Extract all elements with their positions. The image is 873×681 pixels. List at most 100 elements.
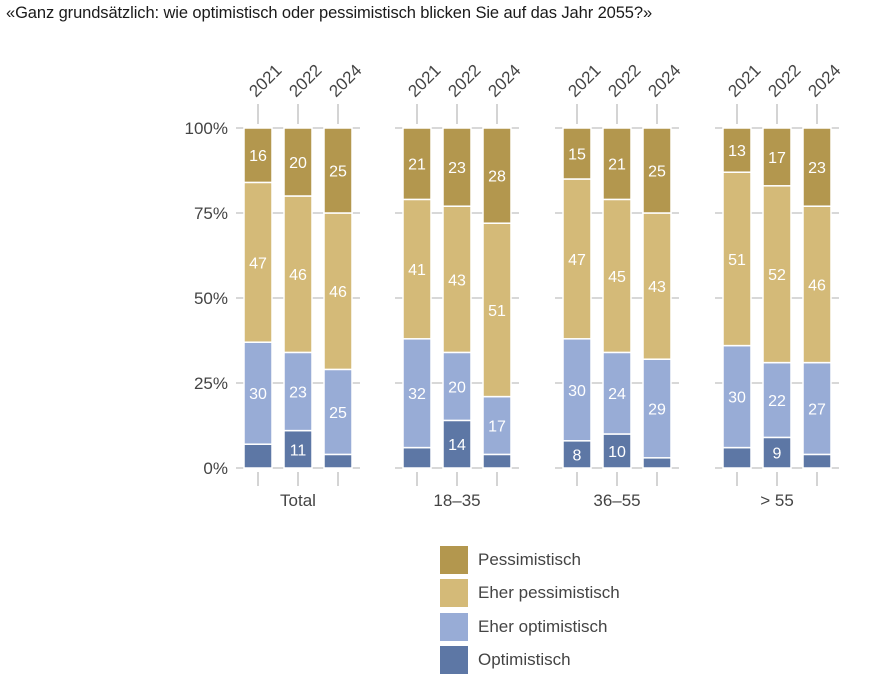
data-label: 51 (728, 252, 746, 269)
data-label: 23 (289, 385, 307, 402)
data-label: 25 (329, 164, 347, 181)
data-label: 11 (290, 442, 307, 459)
bar-segment-eher-pessimistisch (402, 198, 432, 340)
data-label: 47 (249, 255, 267, 272)
year-label: 2024 (325, 61, 365, 101)
bar-segment-pessimistisch (562, 127, 592, 180)
year-label: 2022 (764, 61, 804, 101)
chart-title: «Ganz grundsätzlich: wie optimistisch od… (6, 4, 653, 22)
year-label: 2021 (724, 61, 764, 101)
legend-label: Pessimistisch (478, 550, 581, 569)
group-label: 18–35 (433, 491, 480, 510)
year-label: 2021 (245, 61, 285, 101)
y-tick-label: 0% (203, 459, 228, 478)
legend-label: Eher optimistisch (478, 617, 608, 636)
year-label: 2024 (644, 61, 684, 101)
data-label: 23 (808, 160, 826, 177)
bar-segment-optimistisch (722, 446, 752, 469)
bar-segment-pessimistisch (602, 127, 632, 201)
y-tick-label: 75% (194, 204, 228, 223)
data-label: 30 (249, 386, 267, 403)
bar-segment-pessimistisch (642, 127, 672, 214)
data-label: 24 (608, 386, 626, 403)
data-label: 28 (488, 169, 506, 186)
bar-segment-optimistisch (802, 453, 832, 469)
bar-segment-optimistisch (402, 446, 432, 469)
data-label: 52 (768, 267, 786, 284)
year-label: 2022 (444, 61, 484, 101)
bar-segment-eher-optimistisch (402, 338, 432, 449)
data-label: 10 (608, 444, 626, 461)
data-label: 25 (329, 405, 347, 422)
bar-segment-eher-optimistisch (323, 368, 353, 456)
bar-segment-eher-optimistisch (243, 341, 273, 445)
bar-segment-pessimistisch (722, 127, 752, 173)
bars: 30 47 16 11 23 46 20 25 46 25 32 41 21 14 20 43 23 17 51 28… (243, 127, 832, 469)
bar-segment-eher-pessimistisch (722, 171, 752, 347)
data-label: 30 (568, 383, 586, 400)
data-label: 51 (488, 303, 506, 320)
legend-item-eher-pessimistisch: Eher pessimistisch (440, 579, 700, 607)
bar-segment-eher-pessimistisch (762, 185, 792, 364)
group-label: > 55 (760, 491, 794, 510)
bar-segment-eher-pessimistisch (243, 181, 273, 343)
bar-segment-pessimistisch (762, 127, 792, 187)
data-label: 17 (488, 419, 506, 436)
bar-segment-pessimistisch (283, 127, 313, 197)
bar-segment-pessimistisch (243, 127, 273, 184)
y-tick-label: 25% (194, 374, 228, 393)
year-label: 2024 (804, 61, 844, 101)
year-label: 2024 (484, 61, 524, 101)
bar-segment-eher-pessimistisch (283, 195, 313, 354)
bar-segment-pessimistisch (402, 127, 432, 201)
data-label: 43 (648, 279, 666, 296)
year-label: 2021 (564, 61, 604, 101)
data-label: 8 (573, 447, 582, 464)
y-tick-label: 100% (185, 119, 228, 138)
data-label: 41 (408, 262, 426, 279)
bar-segment-pessimistisch (323, 127, 353, 214)
stacked-bar-chart: 0% 25% 50% 75% 100% 30 47 16 11 23 46 20 25 46 25 32 41… (185, 61, 845, 510)
legend-label: Optimistisch (478, 650, 571, 669)
data-label: 14 (448, 437, 466, 454)
bar-segment-eher-optimistisch (642, 358, 672, 459)
group-label: 36–55 (593, 491, 640, 510)
data-label: 21 (408, 157, 426, 174)
data-label: 20 (448, 379, 466, 396)
data-label: 25 (648, 164, 666, 181)
bar-segment-eher-pessimistisch (802, 205, 832, 364)
data-label: 46 (289, 267, 307, 284)
y-tick-label: 50% (194, 289, 228, 308)
legend-swatch (440, 646, 468, 674)
bar-segment-eher-optimistisch (562, 338, 592, 442)
legend-swatch (440, 546, 468, 574)
bar-segment-eher-pessimistisch (482, 222, 512, 398)
bar-segment-eher-pessimistisch (562, 178, 592, 340)
bar-segment-pessimistisch (802, 127, 832, 207)
legend-item-pessimistisch: Pessimistisch (440, 546, 700, 574)
data-label: 21 (608, 157, 626, 174)
bar-segment-eher-pessimistisch (602, 198, 632, 354)
bar-segment-eher-optimistisch (283, 351, 313, 432)
legend-swatch (440, 579, 468, 607)
bar-segment-optimistisch (323, 453, 353, 469)
legend-swatch (440, 613, 468, 641)
legend-label: Eher pessimistisch (478, 583, 620, 602)
data-label: 13 (728, 143, 746, 160)
data-label: 45 (608, 269, 626, 286)
bar-segment-optimistisch (482, 453, 512, 469)
bar-segment-eher-optimistisch (762, 361, 792, 439)
data-label: 32 (408, 386, 426, 403)
data-label: 17 (768, 150, 786, 167)
bar-segment-optimistisch (442, 419, 472, 469)
data-label: 23 (448, 160, 466, 177)
data-label: 46 (329, 284, 347, 301)
year-label: 2021 (404, 61, 444, 101)
bar-segment-eher-pessimistisch (642, 212, 672, 360)
data-label: 15 (568, 147, 586, 164)
bar-segment-optimistisch (283, 429, 313, 469)
data-label: 30 (728, 390, 746, 407)
data-label: 29 (648, 402, 666, 419)
legend-item-eher-optimistisch: Eher optimistisch (440, 613, 700, 641)
bar-segment-pessimistisch (482, 127, 512, 224)
